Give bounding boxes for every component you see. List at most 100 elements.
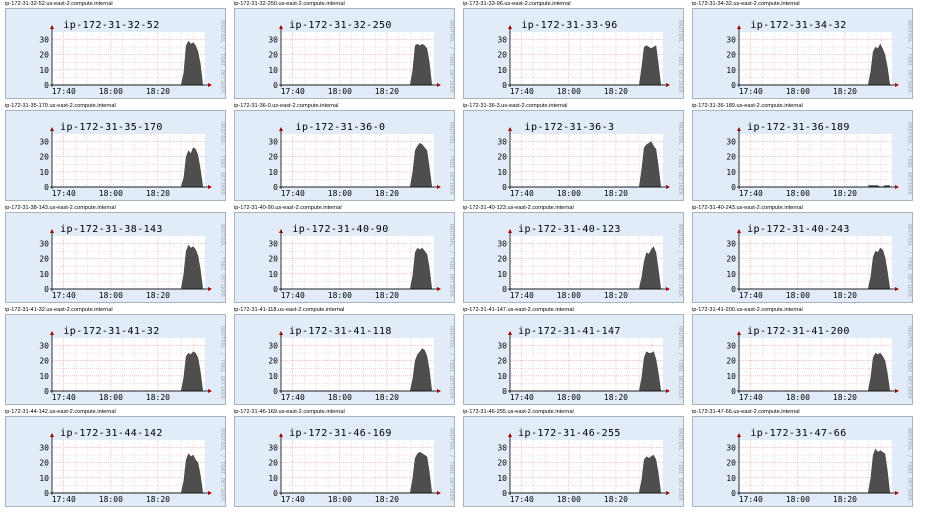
x-tick-label: 18:20 [604,495,628,504]
graph-caption[interactable]: ip-172-31-32-52.us-east-2.compute.intern… [5,1,113,7]
x-tick-label: 18:00 [99,87,123,96]
graph-cell[interactable]: ip-172-31-34-32.us-east-2.compute.intern… [687,0,916,102]
graph-title: ip-172-31-46-169 [289,428,392,439]
y-tick-label: 20 [39,51,49,60]
graph-caption[interactable]: ip-172-31-35-170.us-east-2.compute.inter… [5,103,116,109]
graph-cell[interactable]: ip-172-31-41-118.us-east-2.compute.inter… [229,306,458,408]
y-tick-label: 10 [497,474,507,483]
y-tick-label: 20 [497,51,507,60]
graph-caption[interactable]: ip-172-31-38-143.us-east-2.compute.inter… [5,205,116,211]
graph-cell[interactable]: ip-172-31-36-189.us-east-2.compute.inter… [687,102,916,204]
graph-chart: 0 10 20 30 17:40 18:00 18:20 [268,433,441,504]
graph-chart: 0 10 20 30 17:40 18:00 18:20 [497,331,670,402]
x-axis-arrow [437,83,441,87]
graph-cell[interactable]: ip-172-31-41-32.us-east-2.compute.intern… [0,306,229,408]
series-area [410,43,432,86]
graph-cell[interactable]: ip-172-31-35-170.us-east-2.compute.inter… [0,102,229,204]
plot-area [739,236,892,289]
x-tick-label: 18:20 [833,393,857,402]
series-area [181,244,203,290]
graph-cell[interactable]: ip-172-31-46-255.us-east-2.compute.inter… [458,408,687,510]
graph-cell[interactable]: ip-172-31-40-243.us-east-2.compute.inter… [687,204,916,306]
x-tick-label: 18:20 [146,291,170,300]
graph-cell[interactable]: ip-172-31-41-147.us-east-2.compute.inter… [458,306,687,408]
graph-caption[interactable]: ip-172-31-47-66.us-east-2.compute.intern… [692,409,800,415]
graph-title: ip-172-31-32-52 [63,20,160,31]
plot-area [510,32,663,85]
graph-cell[interactable]: ip-172-31-32-250.us-east-2.compute.inter… [229,0,458,102]
x-tick-label: 17:40 [281,393,305,402]
graph-caption[interactable]: ip-172-31-46-255.us-east-2.compute.inter… [463,409,574,415]
x-tick-label: 17:40 [510,87,534,96]
series-area [181,147,203,188]
graph-cell[interactable]: ip-172-31-40-123.us-east-2.compute.inter… [458,204,687,306]
x-tick-label: 17:40 [281,495,305,504]
graph-cell[interactable]: ip-172-31-47-66.us-east-2.compute.intern… [687,408,916,510]
graph-caption[interactable]: ip-172-31-41-118.us-east-2.compute.inter… [234,307,345,313]
x-tick-label: 18:00 [328,87,352,96]
graph-watermark: RRDTOOL / TOBI OETIKER [677,428,683,501]
y-tick-label: 20 [268,357,278,366]
plot-area [52,32,205,85]
y-tick-label: 0 [44,489,49,498]
graph-cell[interactable]: ip-172-31-40-90.us-east-2.compute.intern… [229,204,458,306]
plot-area [739,32,892,85]
y-tick-label: 30 [726,36,736,45]
graph-cell[interactable]: ip-172-31-32-52.us-east-2.compute.intern… [0,0,229,102]
x-tick-label: 18:20 [604,393,628,402]
graph-cell[interactable]: ip-172-31-46-169.us-east-2.compute.inter… [229,408,458,510]
y-tick-label: 10 [268,372,278,381]
graph-caption[interactable]: ip-172-31-33-96.us-east-2.compute.intern… [463,1,571,7]
y-axis-arrow [737,127,741,131]
graph-caption[interactable]: ip-172-31-41-32.us-east-2.compute.intern… [5,307,113,313]
plot-area [52,134,205,187]
graph-chart: 0 10 20 30 17:40 18:00 18:20 [726,433,899,504]
y-tick-label: 30 [726,240,736,249]
graph-title: ip-172-31-33-96 [521,20,618,31]
series-area [639,141,661,188]
graph-watermark: RRDTOOL / TOBI OETIKER [448,224,454,297]
graph-cell[interactable]: ip-172-31-33-96.us-east-2.compute.intern… [458,0,687,102]
graph-caption[interactable]: ip-172-31-46-169.us-east-2.compute.inter… [234,409,345,415]
graph-caption[interactable]: ip-172-31-36-0.us-east-2.compute.interna… [234,103,339,109]
graph-cell[interactable]: ip-172-31-38-143.us-east-2.compute.inter… [0,204,229,306]
graph-caption[interactable]: ip-172-31-36-189.us-east-2.compute.inter… [692,103,803,109]
x-tick-label: 17:40 [739,291,763,300]
graph-watermark: RRDTOOL / TOBI OETIKER [677,224,683,297]
x-tick-label: 17:40 [52,495,76,504]
y-tick-label: 30 [497,444,507,453]
series-area [181,40,203,86]
x-tick-label: 18:00 [557,291,581,300]
y-tick-label: 30 [726,444,736,453]
x-axis-arrow [666,389,670,393]
graph-watermark: RRDTOOL / TOBI OETIKER [448,20,454,93]
x-tick-label: 17:40 [510,189,534,198]
y-axis-arrow [50,25,54,29]
graph-cell[interactable]: ip-172-31-44-142.us-east-2.compute.inter… [0,408,229,510]
x-tick-label: 18:00 [328,393,352,402]
y-tick-label: 10 [39,270,49,279]
y-tick-label: 30 [39,240,49,249]
graph-caption[interactable]: ip-172-31-32-250.us-east-2.compute.inter… [234,1,345,7]
graph-cell[interactable]: ip-172-31-36-3.us-east-2.compute.interna… [458,102,687,204]
graph-cell[interactable]: ip-172-31-41-200.us-east-2.compute.inter… [687,306,916,408]
graph-caption[interactable]: ip-172-31-44-142.us-east-2.compute.inter… [5,409,116,415]
graph-caption[interactable]: ip-172-31-41-200.us-east-2.compute.inter… [692,307,803,313]
plot-area [281,236,434,289]
x-axis-arrow [208,389,212,393]
x-tick-label: 18:00 [99,495,123,504]
graph-title: ip-172-31-41-32 [63,326,160,337]
y-axis-arrow [737,25,741,29]
graph-caption[interactable]: ip-172-31-40-123.us-east-2.compute.inter… [463,205,574,211]
graph-caption[interactable]: ip-172-31-40-243.us-east-2.compute.inter… [692,205,803,211]
graph-caption[interactable]: ip-172-31-34-32.us-east-2.compute.intern… [692,1,800,7]
graph-title: ip-172-31-32-250 [289,20,392,31]
graph-caption[interactable]: ip-172-31-41-147.us-east-2.compute.inter… [463,307,574,313]
graph-caption[interactable]: ip-172-31-36-3.us-east-2.compute.interna… [463,103,568,109]
plot-area [510,440,663,493]
plot-area [510,338,663,391]
graph-watermark: RRDTOOL / TOBI OETIKER [448,122,454,195]
graph-cell[interactable]: ip-172-31-36-0.us-east-2.compute.interna… [229,102,458,204]
graph-caption[interactable]: ip-172-31-40-90.us-east-2.compute.intern… [234,205,342,211]
y-tick-label: 20 [39,153,49,162]
